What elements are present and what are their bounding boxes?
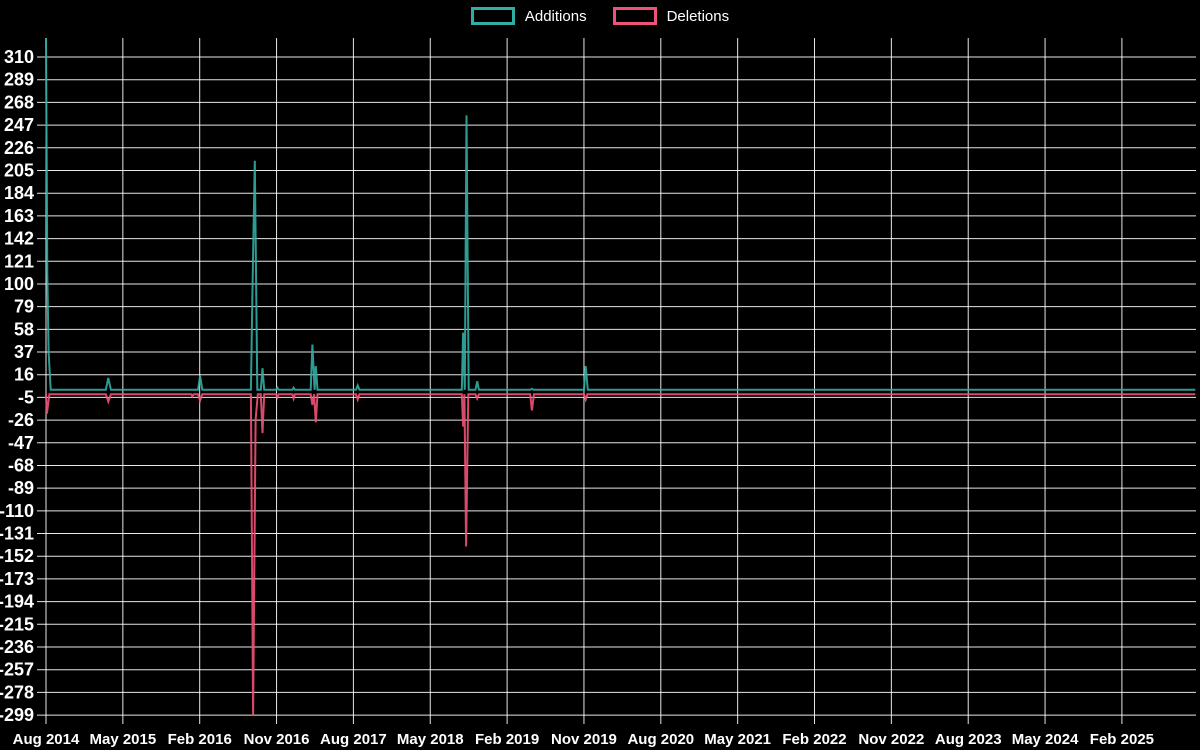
y-tick-label: -236 (0, 637, 34, 657)
y-tick-label: -173 (0, 569, 34, 589)
y-tick-label: 247 (4, 115, 34, 135)
x-tick-label: Aug 2017 (320, 731, 387, 748)
x-tick-label: Feb 2022 (782, 731, 846, 748)
x-tick-label: Feb 2016 (168, 731, 232, 748)
y-tick-label: 205 (4, 160, 34, 180)
y-tick-label: -110 (0, 501, 34, 521)
y-tick-label: 163 (4, 206, 34, 226)
additions-legend-label: Additions (524, 7, 587, 25)
y-tick-label: -26 (8, 410, 34, 430)
x-tick-label: May 2024 (1012, 731, 1079, 748)
y-tick-label: 16 (14, 365, 34, 385)
x-tick-label: Aug 2014 (13, 731, 80, 748)
y-tick-label: -194 (0, 592, 34, 612)
deletions-legend-label: Deletions (666, 7, 730, 25)
y-tick-label: -299 (0, 705, 34, 725)
y-tick-label: 226 (4, 138, 34, 158)
y-tick-label: 37 (14, 342, 34, 362)
y-tick-label: -215 (0, 614, 34, 634)
y-tick-label: 58 (14, 319, 34, 339)
legend-item-additions[interactable]: Additions (470, 7, 587, 25)
deletions-swatch-icon (612, 7, 657, 25)
y-tick-label: 142 (4, 229, 34, 249)
y-tick-label: 184 (4, 183, 34, 203)
x-tick-label: May 2018 (397, 731, 464, 748)
legend-item-deletions[interactable]: Deletions (612, 7, 730, 25)
y-tick-label: -131 (0, 524, 34, 544)
y-tick-label: -5 (18, 387, 34, 407)
additions-line (45, 38, 1196, 391)
y-tick-label: 268 (4, 92, 34, 112)
y-tick-label: 310 (4, 47, 34, 67)
y-tick-label: -257 (0, 660, 34, 680)
x-tick-label: Nov 2022 (858, 731, 924, 748)
x-tick-label: Aug 2023 (935, 731, 1002, 748)
x-tick-label: Feb 2025 (1090, 731, 1154, 748)
x-tick-label: Nov 2016 (244, 731, 310, 748)
additions-swatch-icon (470, 7, 515, 25)
y-tick-label: 121 (4, 251, 34, 271)
y-tick-label: -47 (8, 433, 34, 453)
y-tick-label: -89 (8, 478, 34, 498)
y-tick-label: -68 (8, 455, 34, 475)
y-tick-label: 100 (4, 274, 34, 294)
y-tick-label: -278 (0, 682, 34, 702)
deletions-line (45, 393, 1196, 716)
x-tick-label: Aug 2020 (627, 731, 694, 748)
y-tick-label: 289 (4, 70, 34, 90)
x-tick-label: Nov 2019 (551, 731, 617, 748)
x-tick-label: Feb 2019 (475, 731, 539, 748)
y-tick-label: 79 (14, 297, 34, 317)
chart-legend: Additions Deletions (0, 7, 1200, 25)
y-tick-label: -152 (0, 546, 34, 566)
x-tick-label: May 2021 (704, 731, 771, 748)
x-tick-label: May 2015 (89, 731, 156, 748)
